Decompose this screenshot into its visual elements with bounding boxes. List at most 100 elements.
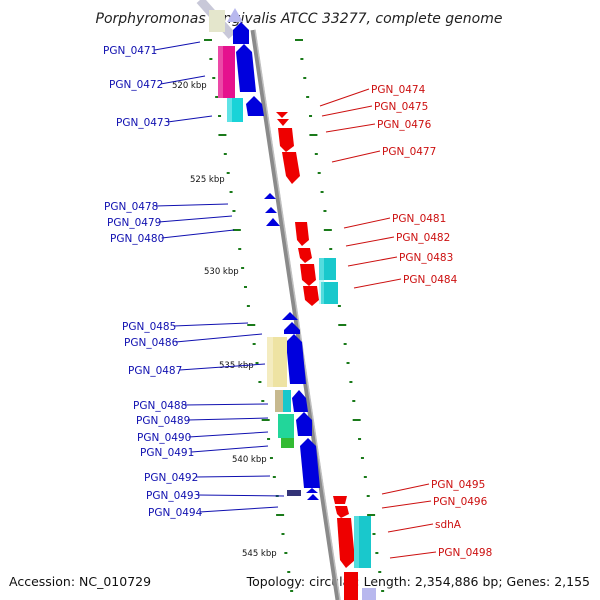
tick-mark — [381, 590, 385, 592]
gene-arrow — [300, 264, 316, 286]
tick-mark — [338, 324, 347, 326]
gene-label: PGN_0491 — [140, 447, 194, 459]
gene-features — [209, 8, 376, 600]
gene-arrow — [344, 572, 358, 600]
gene-arrow — [300, 438, 320, 488]
gene-arrow — [295, 222, 309, 246]
tick-mark — [267, 438, 271, 440]
tick-mark — [337, 305, 341, 307]
scale-label: 530 kbp — [204, 267, 239, 277]
scale-label: 545 kbp — [242, 549, 277, 559]
tick-mark — [352, 419, 361, 421]
leader-line — [175, 333, 263, 343]
tick-mark — [212, 77, 216, 79]
tick-mark — [309, 115, 313, 117]
leader-line — [167, 115, 213, 123]
tick-mark — [218, 134, 227, 136]
gene-label: PGN_0477 — [382, 146, 436, 158]
gene-labels: PGN_0471 PGN_0472 PGN_0473 PGN_0478 PGN_0479… — [103, 45, 492, 559]
tick-mark — [295, 39, 303, 41]
gene-label: PGN_0473 — [116, 117, 170, 129]
gene-label: PGN_0476 — [377, 119, 432, 131]
gene-arrow — [282, 312, 298, 320]
gene-label: PGN_0489 — [136, 415, 190, 427]
gene-block — [275, 390, 283, 412]
leader-line — [331, 150, 381, 163]
leader-line — [197, 494, 285, 497]
gene-label: PGN_0486 — [124, 337, 179, 349]
gene-label: PGN_0493 — [146, 490, 200, 502]
leader-line — [179, 363, 266, 371]
tick-mark — [358, 438, 362, 440]
gene-label: PGN_0474 — [371, 84, 426, 96]
tick-mark — [238, 248, 242, 250]
tick-mark — [226, 172, 230, 174]
tick-mark — [232, 229, 241, 231]
gene-label: PGN_0492 — [144, 472, 198, 484]
gene-arrow — [266, 218, 280, 226]
leader-line — [321, 105, 373, 117]
tick-mark — [329, 248, 333, 250]
tick-mark — [223, 153, 227, 155]
leader-line — [158, 215, 233, 223]
leader-line — [353, 278, 402, 289]
tick-mark — [300, 58, 304, 60]
tick-mark — [378, 571, 382, 573]
gene-arrow — [296, 412, 312, 436]
leader-line — [154, 41, 201, 51]
tick-mark — [287, 571, 291, 573]
tick-mark — [290, 590, 294, 592]
leader-line — [319, 88, 370, 107]
scale-label: 520 kbp — [172, 81, 207, 91]
tick-mark — [209, 58, 213, 60]
gene-block — [287, 490, 301, 496]
gene-arrow — [298, 248, 312, 263]
tick-mark — [363, 476, 367, 478]
leader-line — [347, 256, 398, 267]
leader-line — [187, 417, 269, 421]
tick-mark — [314, 153, 318, 155]
tick-mark — [204, 39, 212, 41]
tick-mark — [346, 362, 350, 364]
gene-label: sdhA — [435, 519, 462, 531]
gene-arrow — [264, 193, 276, 199]
tick-mark — [284, 552, 288, 554]
gene-arrow — [282, 152, 300, 184]
tick-mark — [232, 210, 236, 212]
gene-label: PGN_0487 — [128, 365, 182, 377]
leader-line — [161, 229, 235, 239]
tick-mark — [215, 96, 219, 98]
gene-label: PGN_0483 — [399, 252, 453, 264]
gene-arrow — [303, 286, 319, 306]
gene-arrow — [246, 96, 264, 116]
leader-line — [345, 236, 395, 247]
tick-mark — [261, 400, 265, 402]
tick-mark — [367, 514, 376, 516]
leader-line — [188, 431, 269, 438]
gene-label: PGN_0485 — [122, 321, 176, 333]
gene-block — [209, 10, 225, 32]
gene-arrow — [335, 506, 349, 518]
accession-text: Accession: NC_010729 — [9, 574, 151, 589]
gene-label: PGN_0481 — [392, 213, 446, 225]
gene-arrow — [227, 8, 243, 22]
tick-mark — [375, 552, 379, 554]
gene-arrow — [277, 119, 289, 126]
gene-label: PGN_0490 — [137, 432, 191, 444]
tick-mark — [372, 533, 376, 535]
gene-label: PGN_0484 — [403, 274, 458, 286]
gene-label: PGN_0472 — [109, 79, 163, 91]
leader-line — [199, 506, 279, 513]
gene-block — [321, 282, 338, 304]
leader-line — [155, 203, 229, 207]
map-title: Porphyromonas gingivalis ATCC 33277, com… — [96, 11, 503, 27]
tick-mark — [241, 267, 245, 269]
tick-mark — [320, 191, 324, 193]
gene-label: PGN_0482 — [396, 232, 450, 244]
tick-mark — [258, 381, 262, 383]
gene-arrow — [276, 112, 288, 118]
tick-mark — [281, 533, 285, 535]
gene-label: PGN_0494 — [148, 507, 203, 519]
tick-mark — [349, 381, 353, 383]
tick-mark — [306, 96, 310, 98]
